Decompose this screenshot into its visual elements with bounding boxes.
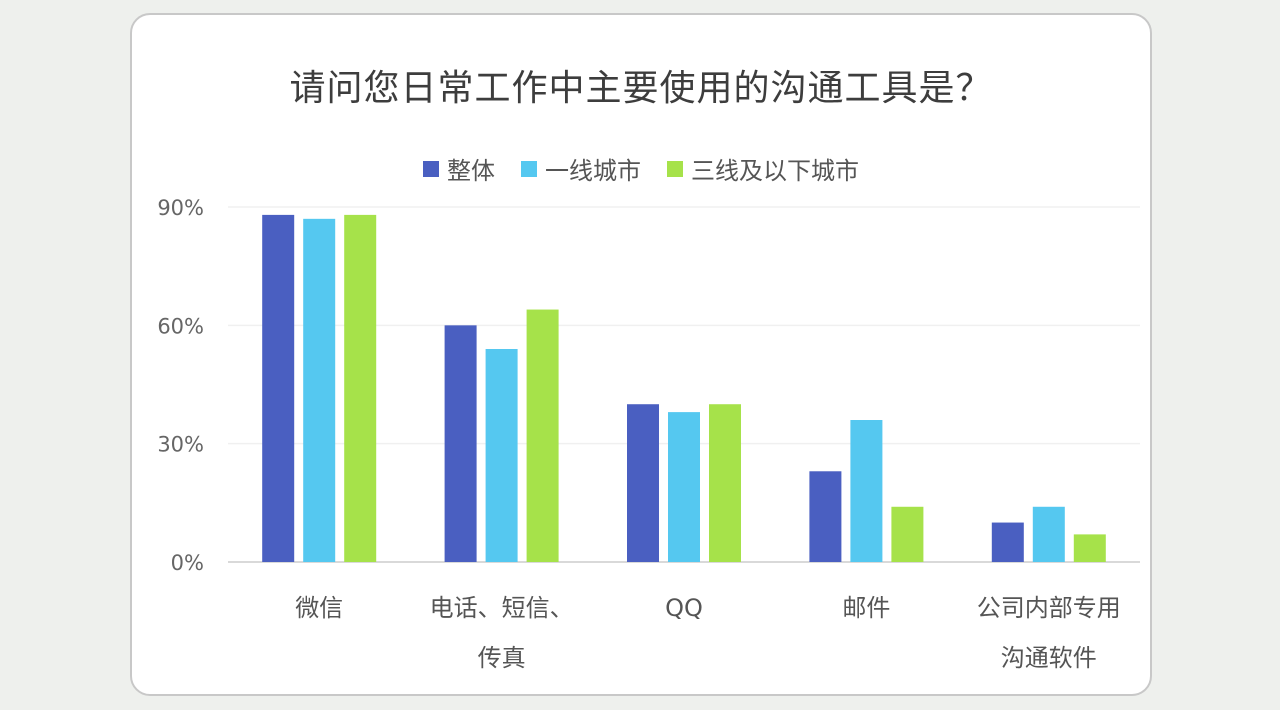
chart-card: 请问您日常工作中主要使用的沟通工具是？ 整体 一线城市 三线及以下城市 <box>130 13 1152 696</box>
bar <box>627 404 659 562</box>
bar <box>1032 506 1065 562</box>
legend-item-tier3: 三线及以下城市 <box>667 151 859 186</box>
y-tick-label: 90% <box>157 196 204 220</box>
legend-label-tier1: 一线城市 <box>545 157 641 185</box>
bar <box>850 420 883 562</box>
legend-label-tier3: 三线及以下城市 <box>691 157 859 185</box>
x-category-label: 微信 <box>295 594 343 622</box>
chart-title: 请问您日常工作中主要使用的沟通工具是？ <box>289 68 993 109</box>
bar <box>526 309 559 562</box>
legend-swatch-tier1 <box>521 160 537 177</box>
bar <box>891 506 924 562</box>
bar <box>991 522 1024 562</box>
bar <box>303 218 336 563</box>
x-category-label: 公司内部专用沟通软件 <box>977 594 1121 672</box>
x-category-label: QQ <box>665 594 703 622</box>
legend-item-overall: 整体 <box>423 151 495 186</box>
legend-swatch-tier3 <box>667 160 683 177</box>
chart-legend: 整体 一线城市 三线及以下城市 <box>132 151 1150 186</box>
bar <box>344 214 377 562</box>
bar <box>668 412 700 562</box>
y-tick-label: 0% <box>171 551 204 575</box>
legend-label-overall: 整体 <box>447 157 495 185</box>
legend-swatch-overall <box>423 160 439 177</box>
bar <box>809 471 842 562</box>
y-tick-label: 30% <box>157 433 204 457</box>
legend-item-tier1: 一线城市 <box>521 151 641 186</box>
bar <box>485 349 518 562</box>
bar <box>444 325 477 562</box>
bar <box>262 214 295 562</box>
x-category-label: 邮件 <box>842 594 890 622</box>
bar <box>709 404 741 562</box>
x-category-label: 电话、短信、传真 <box>430 594 574 672</box>
bar <box>1073 534 1106 562</box>
y-tick-label: 60% <box>157 314 204 338</box>
